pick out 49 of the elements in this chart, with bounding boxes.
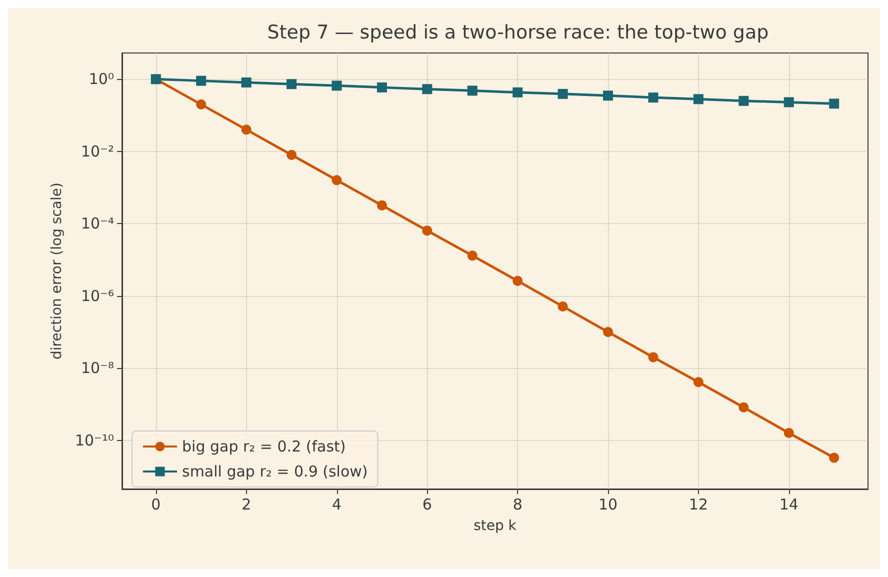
point xyxy=(286,150,297,160)
x-tick-label: 2 xyxy=(242,496,252,514)
x-tick-label: 10 xyxy=(598,496,618,514)
point xyxy=(648,352,658,362)
x-tick-label: 12 xyxy=(688,496,708,514)
y-tick-label: 10⁰ xyxy=(88,70,114,88)
x-tick-label: 6 xyxy=(422,496,432,514)
point xyxy=(241,77,252,88)
point xyxy=(376,82,387,92)
point xyxy=(512,276,523,286)
point xyxy=(693,377,704,388)
point xyxy=(332,175,342,186)
point xyxy=(829,98,840,109)
point xyxy=(286,79,297,90)
x-tick-label: 14 xyxy=(779,496,798,514)
point xyxy=(376,200,387,210)
point xyxy=(196,99,206,110)
point xyxy=(332,80,342,91)
point xyxy=(693,94,704,104)
x-tick-label: 0 xyxy=(151,496,161,514)
legend-label: big gap r₂ = 0.2 (fast) xyxy=(182,438,346,456)
point xyxy=(467,86,478,96)
y-tick-label: 10⁻⁴ xyxy=(80,214,114,233)
point xyxy=(241,124,252,135)
y-tick-label: 10⁻⁸ xyxy=(80,359,114,378)
point xyxy=(784,97,794,108)
point xyxy=(738,402,749,412)
point xyxy=(829,452,840,463)
point xyxy=(196,76,206,86)
point xyxy=(512,87,523,98)
x-tick-label: 8 xyxy=(512,496,522,514)
y-tick-label: 10⁻¹⁰ xyxy=(74,431,114,450)
point xyxy=(422,84,432,94)
point xyxy=(422,226,432,236)
y-tick-label: 10⁻² xyxy=(80,142,114,160)
y-tick-label: 10⁻⁶ xyxy=(80,286,114,305)
x-tick-label: 4 xyxy=(332,496,342,514)
point xyxy=(738,96,749,106)
point xyxy=(603,90,614,101)
x-axis-title: step k xyxy=(474,518,518,534)
chart-title: Step 7 — speed is a two-horse race: the top-two gap xyxy=(267,22,769,44)
point xyxy=(603,327,614,337)
point xyxy=(558,88,568,99)
point xyxy=(558,301,568,312)
point xyxy=(467,250,478,261)
y-axis-title: direction error (log scale) xyxy=(49,182,66,360)
legend-label: small gap r₂ = 0.9 (slow) xyxy=(182,462,368,480)
point xyxy=(648,92,658,103)
point xyxy=(784,428,794,438)
